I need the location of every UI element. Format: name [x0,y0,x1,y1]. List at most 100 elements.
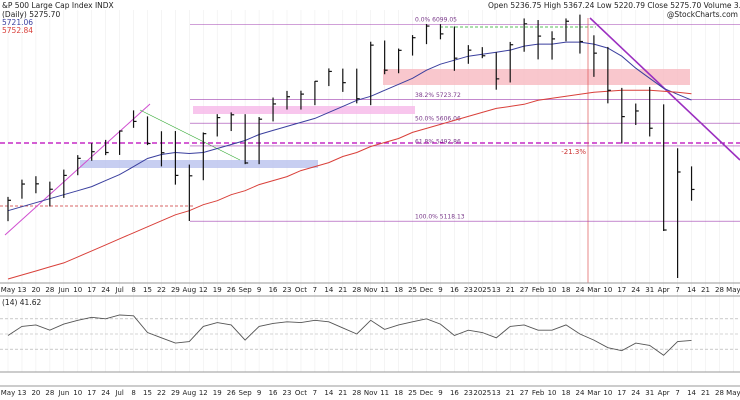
x-tick-label: 28 [45,389,54,397]
x-tick-label: 21 [338,389,347,397]
x-tick-label: Nov [364,389,378,397]
x-tick-label: 8 [131,389,135,397]
x-tick-label: Dec [420,286,434,294]
x-tick-label: 21 [506,389,515,397]
x-tick-label: 28 [715,389,724,397]
x-tick-label: 9 [257,286,261,294]
x-tick-label: Aug [183,286,197,294]
x-tick-label: 10 [548,389,557,397]
x-tick-label: 18 [394,286,403,294]
x-tick-label: 29 [171,286,180,294]
x-tick-label: Oct [295,389,307,397]
x-tick-label: 24 [575,286,584,294]
x-tick-label: 10 [73,389,82,397]
x-tick-label: 31 [645,286,654,294]
x-tick-label: Aug [183,389,197,397]
legend-ma50: 5721.06 [2,18,33,27]
x-tick-label: 27 [520,286,529,294]
zone [193,106,415,114]
x-tick-label: Dec [420,389,434,397]
x-tick-label: Jul [114,286,124,294]
x-tick-label: 25 [408,389,417,397]
x-tick-label: 21 [701,389,710,397]
x-tick-label: 12 [199,389,208,397]
x-tick-label: May [1,389,15,397]
rsi-line [7,314,692,356]
x-tick-label: 9 [257,389,261,397]
annotations [0,17,740,283]
x-tick-label: 7 [675,286,679,294]
x-tick-label: 2025 [473,389,491,397]
legend-price: (Daily) 5275.70 [2,10,60,19]
x-tick-label: May [1,286,15,294]
x-tick-label: 7 [313,286,317,294]
x-tick-label: 28 [715,286,724,294]
x-tick-label: 21 [701,286,710,294]
x-tick-label: 23 [283,389,292,397]
fib-label: 0.0% 6099.05 [415,17,457,24]
x-tick-label: 31 [645,389,654,397]
x-tick-label: 8 [131,286,135,294]
x-tick-label: 26 [227,389,236,397]
x-tick-label: 23 [464,389,473,397]
x-tick-label: 28 [352,389,361,397]
x-tick-label: 15 [143,286,152,294]
x-tick-label: 16 [450,286,459,294]
x-tick-label: 28 [45,286,54,294]
x-tick-label: 9 [438,389,442,397]
x-tick-label: Jun [57,286,69,294]
x-tick-label: Feb [532,389,545,397]
x-tick-label: Sep [239,389,253,397]
x-tick-label: 22 [157,389,166,397]
x-tick-label: 20 [31,389,40,397]
x-tick-label: 24 [631,286,640,294]
fib-label: 50.0% 5606.06 [415,116,461,123]
x-tick-label: 10 [548,286,557,294]
x-tick-label: 16 [269,389,278,397]
x-tick-label: Apr [658,286,670,294]
x-tick-label: 7 [675,389,679,397]
x-tick-label: 21 [506,286,515,294]
x-tick-label: 27 [520,389,529,397]
x-tick-label: 19 [213,286,222,294]
zone [383,69,690,85]
x-tick-label: 13 [492,286,501,294]
x-tick-label: 7 [313,389,317,397]
x-tick-label: 10 [603,389,612,397]
x-tick-label: 12 [199,286,208,294]
x-tick-label: 29 [171,389,180,397]
x-tick-label: 13 [492,389,501,397]
x-tick-label: 17 [617,389,626,397]
brand: @StockCharts.com [667,10,738,19]
x-tick-label: 24 [631,389,640,397]
x-tick-label: 25 [408,286,417,294]
x-tick-label: 14 [324,286,333,294]
annotation: -21.3% [561,148,586,156]
x-tick-label: Nov [364,286,378,294]
x-tick-label: 9 [438,286,442,294]
x-tick-label: 11 [380,389,389,397]
moving-average [7,41,692,212]
x-tick-label: 26 [227,286,236,294]
x-tick-label: 28 [352,286,361,294]
chart-title: &P 500 Large Cap Index INDX [2,1,114,10]
x-tick-label: 17 [617,286,626,294]
x-tick-label: 13 [17,389,26,397]
x-tick-label: 18 [562,389,571,397]
x-tick-label: 15 [143,389,152,397]
x-tick-label: 18 [562,286,571,294]
x-tick-label: 16 [269,286,278,294]
x-tick-label: May [726,286,740,294]
legend-ma200: 5752.84 [2,26,33,35]
x-tick-label: 24 [101,389,110,397]
x-tick-label: Sep [239,286,253,294]
moving-average [7,89,692,280]
fib-label: 61.8% 5492.86 [415,138,461,145]
x-tick-label: 11 [380,286,389,294]
x-tick-label: Apr [658,389,670,397]
x-tick-label: 14 [687,389,696,397]
x-tick-label: 20 [31,286,40,294]
zone [80,160,318,168]
